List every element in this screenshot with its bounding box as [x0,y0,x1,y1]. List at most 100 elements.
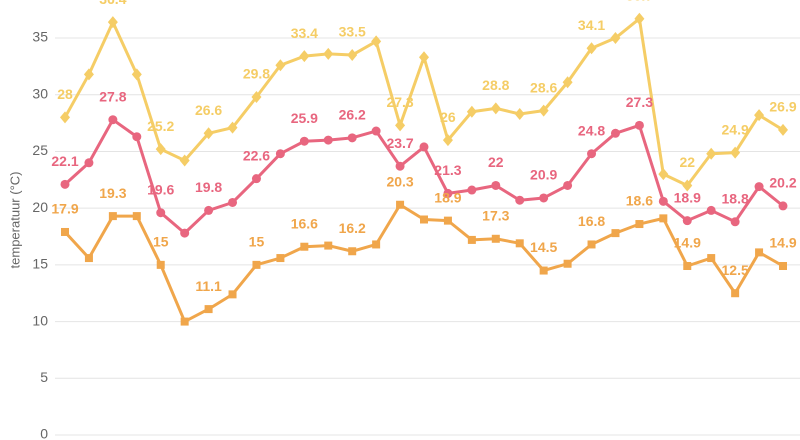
value-label: 22 [679,154,695,170]
point [491,180,501,190]
point [587,149,597,159]
point [539,193,549,203]
point [132,212,141,221]
value-label: 16.2 [339,220,366,236]
y-tick-label: 20 [32,199,48,215]
value-label: 36.7 [626,0,653,3]
value-label: 16.8 [578,213,605,229]
value-label: 26.6 [195,102,222,118]
value-label: 14.9 [674,235,701,251]
y-tick-label: 5 [40,369,48,385]
value-label: 17.3 [482,207,509,223]
point [251,174,261,184]
point [323,135,333,145]
value-label: 22.6 [243,147,270,163]
point [132,132,142,142]
value-label: 20.2 [769,175,796,191]
point [562,76,573,89]
value-label: 19.8 [195,179,222,195]
point [514,108,525,121]
value-label: 25.9 [291,110,318,126]
point [563,180,573,190]
point [706,205,716,215]
value-label: 26.9 [769,99,796,115]
point [61,227,69,236]
point [227,121,238,134]
point [179,154,190,167]
point [587,240,596,249]
value-label: 27.8 [99,88,126,104]
point [84,158,94,168]
point [515,195,525,205]
value-label: 14.9 [769,235,796,251]
point [275,59,286,72]
point [635,220,644,229]
value-label: 33.4 [291,25,318,41]
value-label: 36.4 [99,0,126,7]
point [658,168,669,181]
point [299,136,309,146]
y-tick-label: 35 [32,29,48,45]
point [634,12,645,25]
value-label: 11.1 [195,278,222,294]
point [347,49,358,62]
value-label: 18.8 [722,190,749,206]
point [420,215,428,224]
value-label: 33.5 [339,24,366,40]
point [156,260,165,269]
point [276,254,285,263]
value-label: 29.8 [243,66,270,82]
point [490,102,501,115]
point [180,228,190,238]
point [466,105,477,118]
point [155,143,166,156]
value-label: 28.8 [482,77,509,93]
point [323,47,334,60]
value-label: 19.3 [99,185,126,201]
point [371,126,381,136]
point [442,134,453,147]
point [683,262,692,271]
value-label: 23.7 [386,135,413,151]
point [730,217,740,227]
point [131,68,142,81]
point [228,290,237,299]
point [707,254,716,263]
point [467,185,477,195]
point [204,305,213,314]
value-label: 18.9 [674,189,701,205]
line [63,17,784,187]
point [395,161,405,171]
value-label: 21.3 [434,162,461,178]
value-label: 15 [153,234,169,250]
point [180,317,189,326]
value-label: 34.1 [578,17,605,33]
value-label: 17.9 [51,201,78,217]
value-label: 14.5 [530,239,557,255]
point [228,197,238,207]
value-label: 27.3 [626,94,653,110]
point [682,216,692,226]
value-label: 15 [249,234,265,250]
point [611,229,620,238]
point [324,241,333,250]
value-label: 28 [57,86,73,102]
point [754,182,764,192]
point [372,240,381,249]
value-label: 20.3 [386,173,413,189]
point [419,142,429,152]
point [60,179,70,189]
value-label: 19.6 [147,181,174,197]
point [539,266,548,275]
value-label: 25.2 [147,118,174,134]
point [299,50,310,63]
point [563,259,572,268]
value-label: 26 [440,109,456,125]
point [779,262,787,271]
y-axis-label: temperatuur (°C) [7,172,22,269]
value-label: 24.9 [722,121,749,137]
value-label: 22.1 [51,153,78,169]
point [60,111,70,124]
point [419,51,429,64]
point [395,119,406,132]
